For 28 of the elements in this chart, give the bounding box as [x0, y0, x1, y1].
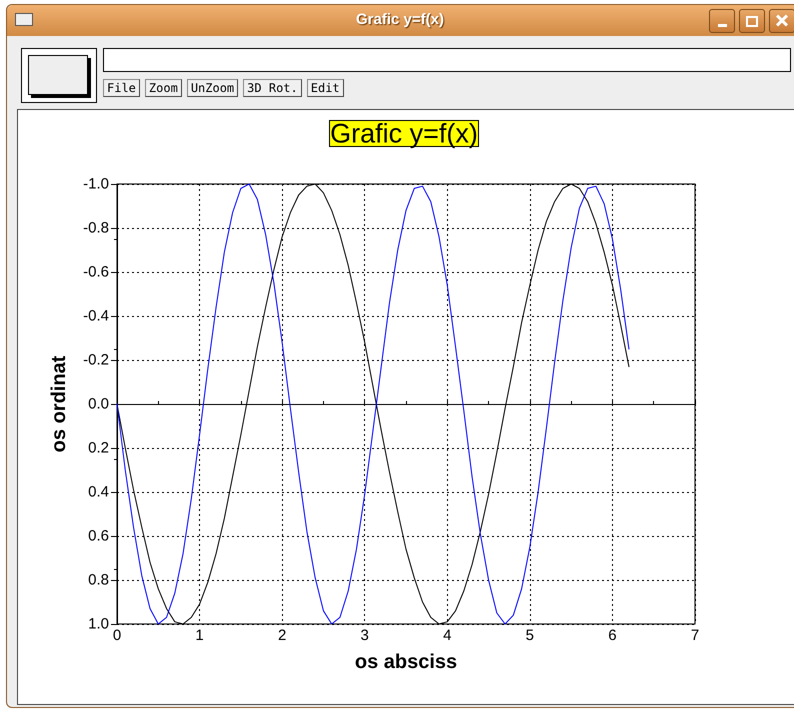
text: Zoom — [144, 79, 182, 97]
y-tick-label: -0.6 — [83, 264, 109, 280]
text: File — [103, 79, 140, 97]
y-tick-label: 0.6 — [88, 528, 109, 544]
x-tick-label: 1 — [195, 627, 204, 644]
y-tick-label: 0.4 — [88, 484, 109, 500]
y-tick-label: -0.4 — [83, 308, 109, 324]
y-tick-label: 0.2 — [88, 440, 109, 456]
x-tick-label: 4 — [443, 627, 452, 644]
y-axis-title: os ordinat — [48, 355, 70, 452]
x-tick-label: 6 — [608, 627, 617, 644]
x-tick-label: 2 — [278, 627, 286, 644]
x-axis-title: os absciss — [354, 651, 458, 673]
x-tick-label: 0 — [112, 627, 122, 644]
text: 3D Rot. — [243, 79, 302, 97]
text: UnZoom — [186, 79, 238, 97]
chart-title: Grafic y=f(x) — [330, 118, 478, 148]
x-tick-label: 7 — [690, 627, 700, 644]
y-tick-label: -1.0 — [83, 176, 109, 192]
text: Grafic y=f(x) — [355, 11, 445, 28]
x-tick-label: 5 — [526, 627, 534, 644]
y-tick-label: -0.8 — [83, 220, 109, 236]
y-tick-label: 0.8 — [88, 572, 109, 588]
text: Edit — [306, 79, 344, 97]
y-tick-label: 0.0 — [88, 396, 109, 412]
x-tick-label: 3 — [360, 627, 369, 644]
y-tick-label: -0.2 — [83, 352, 109, 368]
y-tick-label: 1.0 — [88, 616, 109, 632]
